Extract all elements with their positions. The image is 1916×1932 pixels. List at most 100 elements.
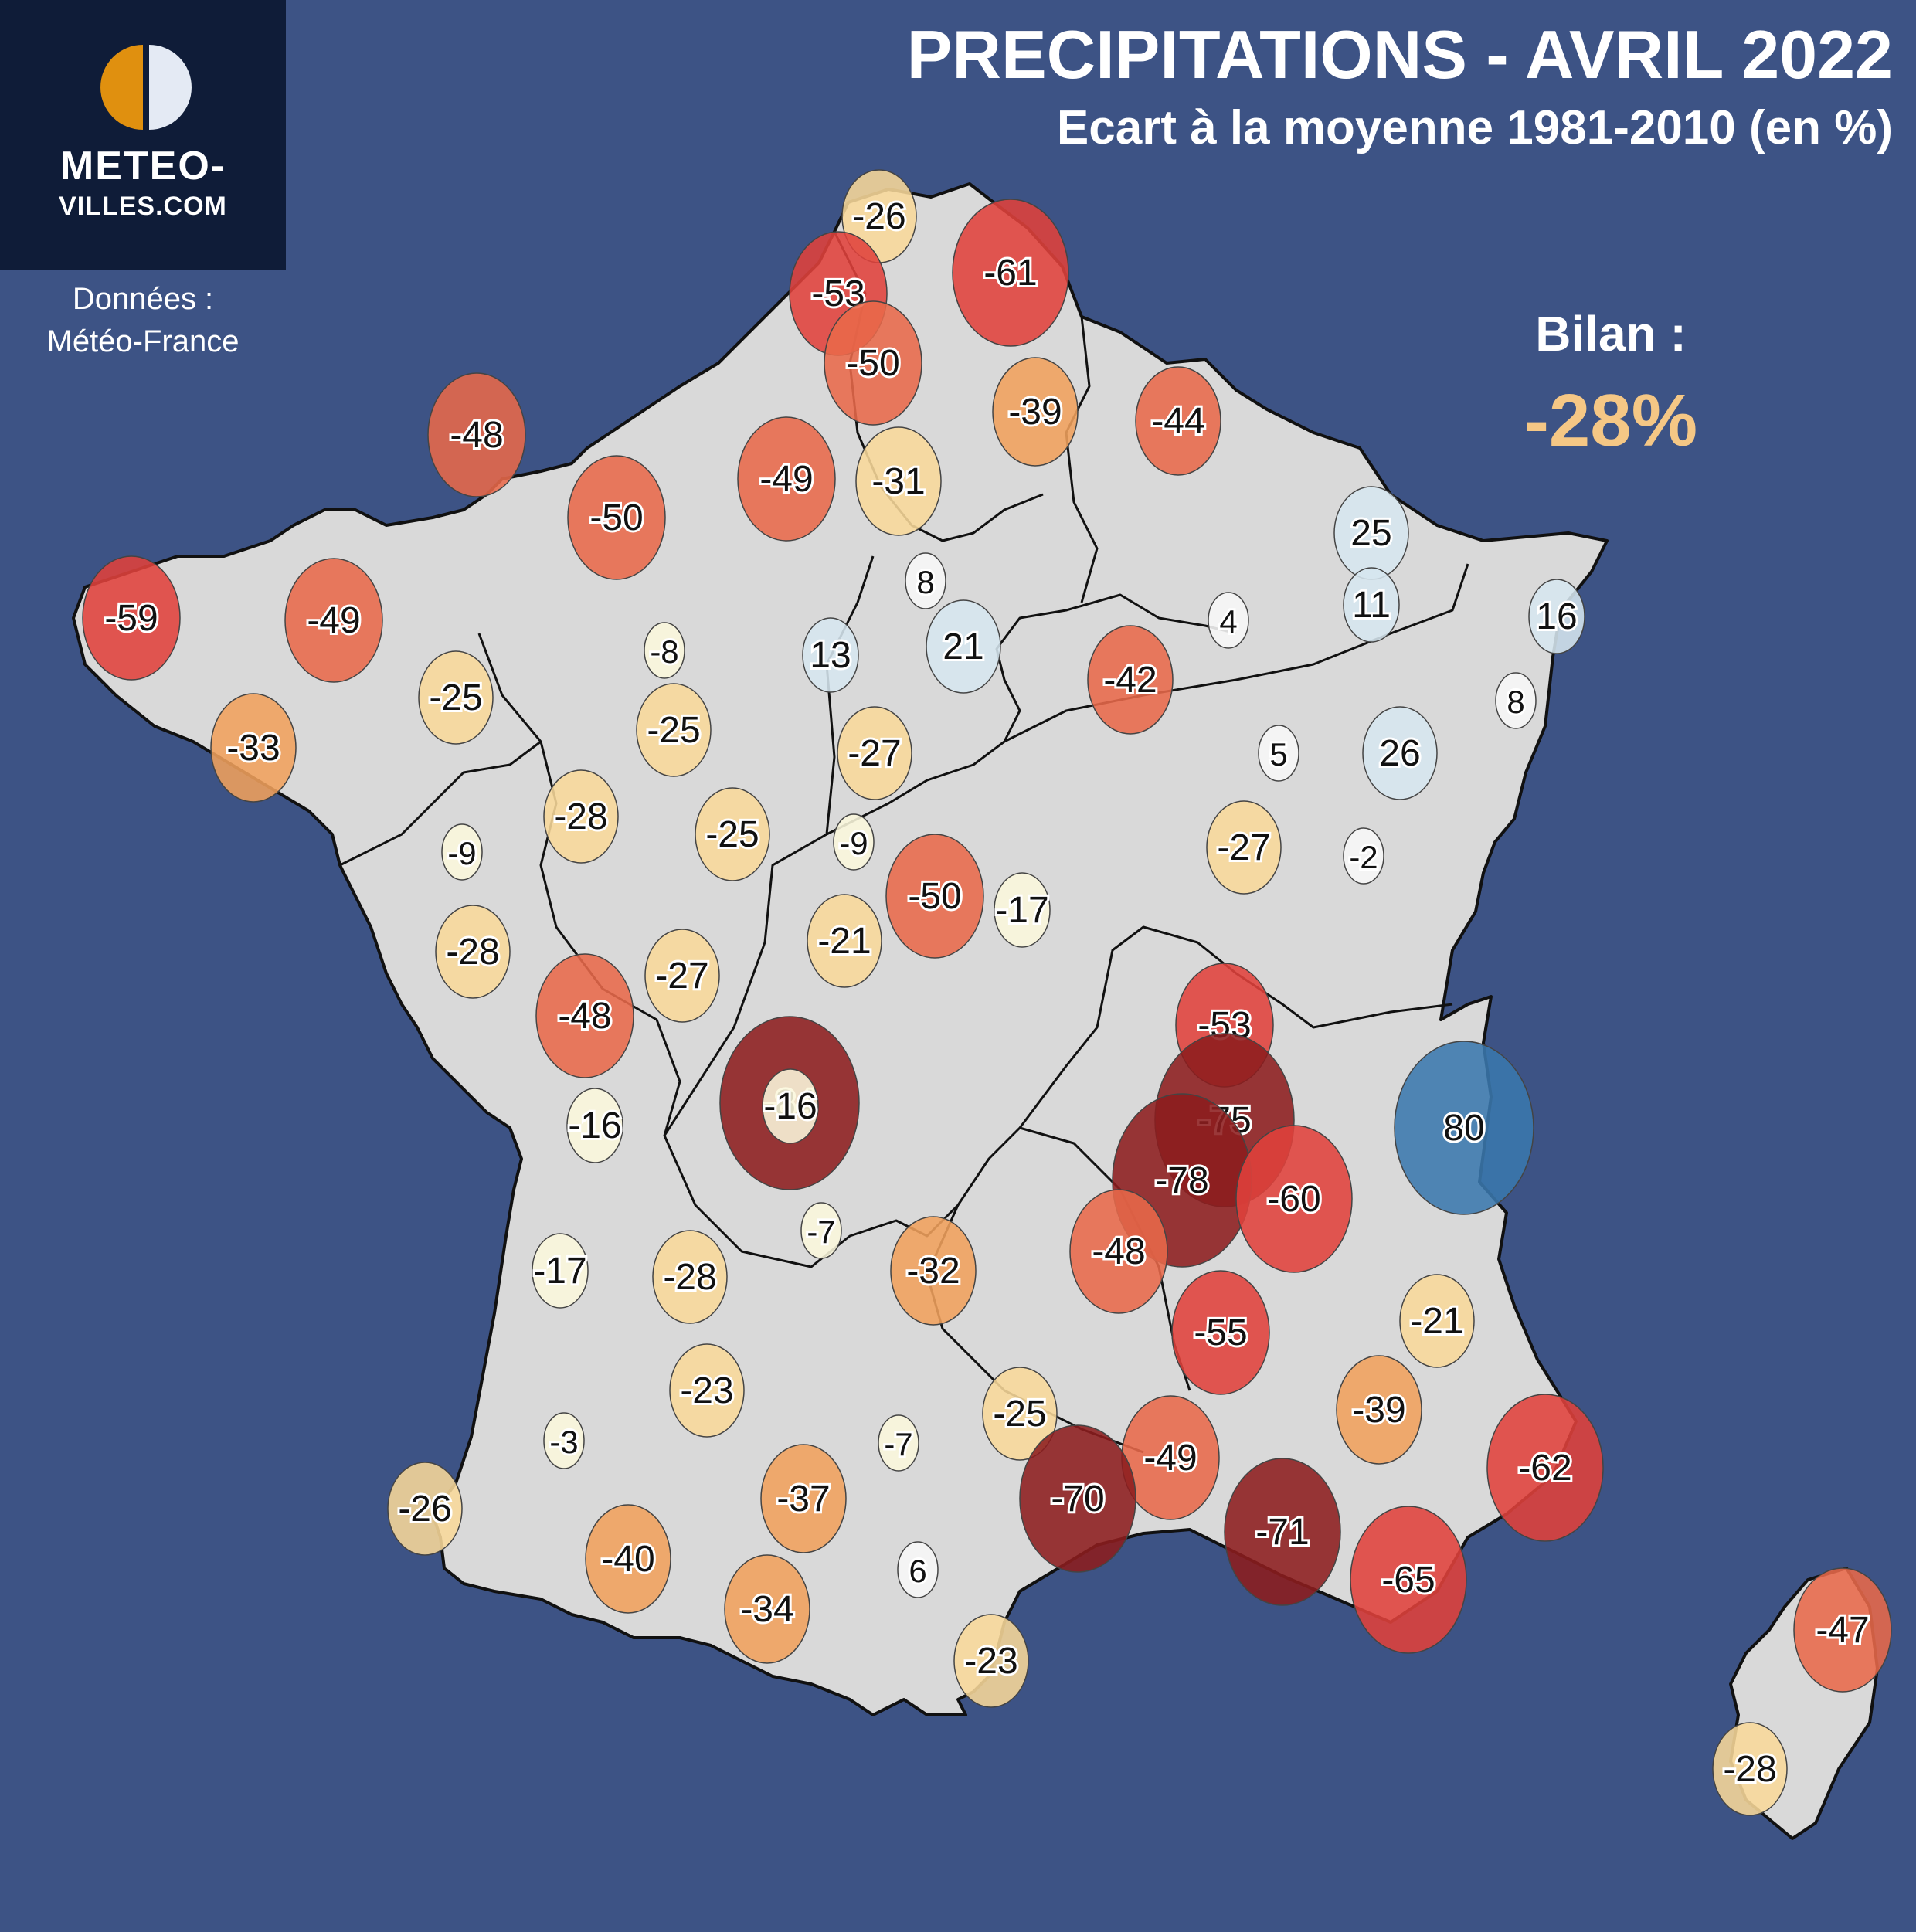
station-bubble: -48	[427, 372, 526, 497]
station-bubble-disc	[890, 1216, 977, 1326]
station-bubble: 16	[1528, 579, 1585, 654]
station-bubble-disc	[952, 199, 1069, 347]
station-value-label: -49	[307, 600, 360, 641]
station-bubble: -3	[543, 1412, 585, 1469]
station-value-label: -25	[647, 710, 700, 751]
station-value-label: -9	[447, 835, 476, 871]
station-bubble: 4	[1208, 592, 1249, 649]
station-bubble: -65	[1350, 1506, 1467, 1654]
station-bubble-disc	[669, 1343, 745, 1438]
station-bubble-disc	[1206, 800, 1282, 895]
station-bubble-disc	[567, 455, 666, 580]
station-bubble-disc	[427, 372, 526, 497]
station-value-label: -17	[533, 1251, 586, 1292]
station-bubble-disc	[644, 929, 720, 1023]
station-bubble-disc	[1258, 725, 1299, 782]
station-bubble-disc	[418, 650, 494, 745]
station-value-label: -27	[1217, 827, 1270, 868]
station-value-label: -62	[1518, 1448, 1571, 1489]
station-bubble-disc	[1336, 1355, 1422, 1465]
station-value-label: -23	[680, 1370, 733, 1411]
station-bubble-disc	[1224, 1458, 1341, 1606]
station-value-label: 4	[1219, 603, 1237, 640]
station-value-label: -50	[589, 497, 643, 538]
station-bubble: -25	[695, 787, 770, 881]
station-bubble-disc	[885, 834, 984, 959]
station-bubble-disc	[1712, 1722, 1788, 1816]
station-bubble-disc	[695, 787, 770, 881]
station-bubble-disc	[878, 1414, 919, 1472]
station-value-label: -21	[1410, 1301, 1463, 1342]
station-bubble: -49	[1121, 1395, 1220, 1520]
station-value-label: -28	[446, 932, 499, 973]
station-value-label: -78	[1155, 1160, 1208, 1201]
station-bubble-disc	[543, 1412, 585, 1469]
station-bubble-disc	[1208, 592, 1249, 649]
station-bubble-disc	[1343, 827, 1384, 885]
station-value-label: -17	[995, 890, 1048, 931]
station-bubble: -25	[636, 683, 712, 777]
station-value-label: -26	[852, 196, 905, 237]
station-bubble: -26	[387, 1462, 463, 1556]
station-bubble-disc	[435, 905, 511, 999]
station-bubble: 80	[1394, 1041, 1534, 1215]
station-bubble: -50	[885, 834, 984, 959]
station-value-label: -25	[705, 814, 759, 855]
station-bubble: -25	[418, 650, 494, 745]
station-bubble: -28	[1712, 1722, 1788, 1816]
station-bubble-disc	[1528, 579, 1585, 654]
logo-text-line2: VILLES.COM	[59, 192, 227, 221]
station-bubble: -61	[952, 199, 1069, 347]
station-value-label: 6	[909, 1553, 926, 1589]
station-bubble-disc	[566, 1088, 623, 1163]
station-value-label: -33	[226, 728, 280, 769]
station-value-label: -27	[655, 956, 708, 997]
station-bubble: -60	[1235, 1125, 1353, 1273]
station-bubble: -27	[837, 706, 912, 800]
station-value-label: -26	[398, 1489, 451, 1530]
station-bubble-disc	[636, 683, 712, 777]
station-bubble: 8	[905, 552, 946, 609]
station-value-label: 8	[1507, 684, 1524, 720]
station-bubble: -59	[82, 555, 181, 681]
station-bubble-disc	[760, 1444, 847, 1553]
station-bubble-disc	[1135, 366, 1221, 476]
station-value-label: -2	[1349, 839, 1378, 875]
station-value-label: -50	[846, 343, 899, 384]
station-bubble-disc	[800, 1202, 842, 1259]
station-bubble: -21	[1399, 1274, 1475, 1368]
station-value-label: -48	[558, 996, 611, 1037]
station-bubble: 25	[1333, 486, 1409, 580]
station-bubble: -49	[284, 558, 383, 683]
station-value-label: -25	[429, 677, 482, 718]
station-bubble: -9	[441, 823, 483, 881]
station-bubble-disc	[762, 1068, 819, 1144]
station-value-label: -49	[759, 459, 813, 500]
station-value-label: 26	[1379, 733, 1420, 774]
station-bubble-disc	[284, 558, 383, 683]
station-bubble: 21	[926, 599, 1001, 694]
station-value-label: -40	[601, 1539, 654, 1580]
station-bubble-disc	[535, 953, 634, 1078]
station-bubble: -2	[1343, 827, 1384, 885]
station-bubble-disc	[1343, 567, 1400, 643]
station-bubble: -7	[878, 1414, 919, 1472]
station-bubble-disc	[1399, 1274, 1475, 1368]
station-bubble-disc	[441, 823, 483, 881]
station-value-label: -65	[1381, 1560, 1435, 1601]
station-bubble-disc	[1486, 1394, 1604, 1542]
station-bubble: -31	[855, 426, 942, 536]
station-bubble-disc	[724, 1554, 810, 1664]
station-value-label: -25	[993, 1394, 1046, 1435]
station-bubble: -25	[982, 1367, 1058, 1461]
station-bubble: -7	[800, 1202, 842, 1259]
station-value-label: -9	[839, 825, 868, 861]
station-value-label: 8	[916, 564, 934, 600]
station-value-label: -32	[906, 1251, 960, 1292]
station-bubble-disc	[585, 1504, 671, 1614]
station-value-label: 5	[1269, 736, 1287, 772]
summary-value: -28%	[1524, 379, 1698, 462]
logo-panel: METEO- VILLES.COM	[0, 0, 286, 270]
station-bubble-disc	[824, 300, 922, 426]
station-bubble-disc	[532, 1233, 589, 1309]
